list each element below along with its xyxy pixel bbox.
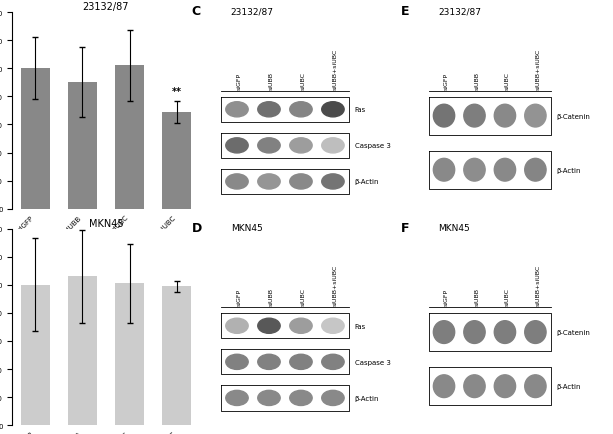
Ellipse shape [258, 319, 280, 334]
Bar [68, 83, 97, 209]
Text: 23132/87: 23132/87 [438, 7, 481, 16]
Text: β-Actin: β-Actin [355, 395, 379, 401]
Ellipse shape [258, 391, 280, 405]
Text: siUBB+siUBC: siUBB+siUBC [333, 264, 338, 306]
Ellipse shape [464, 321, 485, 344]
Ellipse shape [494, 375, 516, 398]
Ellipse shape [464, 159, 485, 182]
Text: siUBB: siUBB [474, 288, 479, 306]
Text: siUBC: siUBC [505, 288, 510, 306]
Text: Caspase 3: Caspase 3 [355, 143, 390, 149]
Ellipse shape [525, 375, 546, 398]
Ellipse shape [494, 321, 516, 344]
Text: siUBC: siUBC [505, 72, 510, 89]
Text: siGFP: siGFP [237, 72, 242, 89]
Ellipse shape [226, 138, 248, 154]
Text: D: D [191, 221, 202, 234]
Ellipse shape [433, 105, 455, 128]
Text: C: C [191, 5, 200, 18]
Ellipse shape [322, 355, 344, 370]
Text: siUBB+siUBC: siUBB+siUBC [535, 49, 541, 89]
Ellipse shape [290, 102, 312, 118]
Text: Fas: Fas [355, 323, 366, 329]
Text: β-Actin: β-Actin [556, 168, 581, 173]
Text: siUBC: siUBC [301, 288, 306, 306]
Ellipse shape [290, 355, 312, 370]
Title: MKN45: MKN45 [89, 218, 123, 228]
Ellipse shape [525, 321, 546, 344]
Text: siUBB+siUBC: siUBB+siUBC [535, 264, 541, 306]
Text: β-Catenin: β-Catenin [556, 113, 590, 119]
Text: siUBB+siUBC: siUBB+siUBC [333, 49, 338, 89]
Text: β-Actin: β-Actin [556, 383, 581, 389]
Ellipse shape [525, 159, 546, 182]
Ellipse shape [258, 138, 280, 154]
Text: siGFP: siGFP [444, 289, 449, 306]
Ellipse shape [226, 102, 248, 118]
Text: MKN45: MKN45 [231, 223, 262, 232]
Bar [115, 284, 144, 425]
Text: siGFP: siGFP [444, 72, 449, 89]
Ellipse shape [322, 391, 344, 405]
Ellipse shape [433, 375, 455, 398]
Text: siUBB: siUBB [474, 72, 479, 89]
Text: E: E [401, 5, 409, 18]
Ellipse shape [494, 105, 516, 128]
Text: MKN45: MKN45 [438, 223, 470, 232]
Ellipse shape [226, 319, 248, 334]
Ellipse shape [290, 391, 312, 405]
Ellipse shape [258, 102, 280, 118]
Bar [21, 69, 50, 209]
Ellipse shape [525, 105, 546, 128]
Text: siGFP: siGFP [237, 289, 242, 306]
Ellipse shape [322, 174, 344, 190]
Bar [162, 286, 191, 425]
Text: Fas: Fas [355, 107, 366, 113]
Title: 23132/87: 23132/87 [83, 2, 129, 12]
Ellipse shape [290, 319, 312, 334]
Ellipse shape [290, 138, 312, 154]
Ellipse shape [322, 138, 344, 154]
Ellipse shape [494, 159, 516, 182]
Ellipse shape [433, 159, 455, 182]
Ellipse shape [464, 375, 485, 398]
Text: **: ** [172, 87, 181, 97]
Ellipse shape [464, 105, 485, 128]
Text: β-Catenin: β-Catenin [556, 329, 590, 335]
Bar [115, 66, 144, 209]
Text: siUBB: siUBB [269, 72, 274, 89]
Text: F: F [401, 221, 409, 234]
Ellipse shape [322, 319, 344, 334]
Ellipse shape [226, 174, 248, 190]
Ellipse shape [226, 355, 248, 370]
Bar [68, 276, 97, 425]
Ellipse shape [322, 102, 344, 118]
Bar [162, 112, 191, 209]
Ellipse shape [258, 174, 280, 190]
Ellipse shape [290, 174, 312, 190]
Text: Caspase 3: Caspase 3 [355, 359, 390, 365]
Ellipse shape [226, 391, 248, 405]
Ellipse shape [258, 355, 280, 370]
Text: siUBC: siUBC [301, 72, 306, 89]
Text: β-Actin: β-Actin [355, 179, 379, 185]
Text: siUBB: siUBB [269, 288, 274, 306]
Ellipse shape [433, 321, 455, 344]
Text: 23132/87: 23132/87 [231, 7, 274, 16]
Bar [21, 285, 50, 425]
